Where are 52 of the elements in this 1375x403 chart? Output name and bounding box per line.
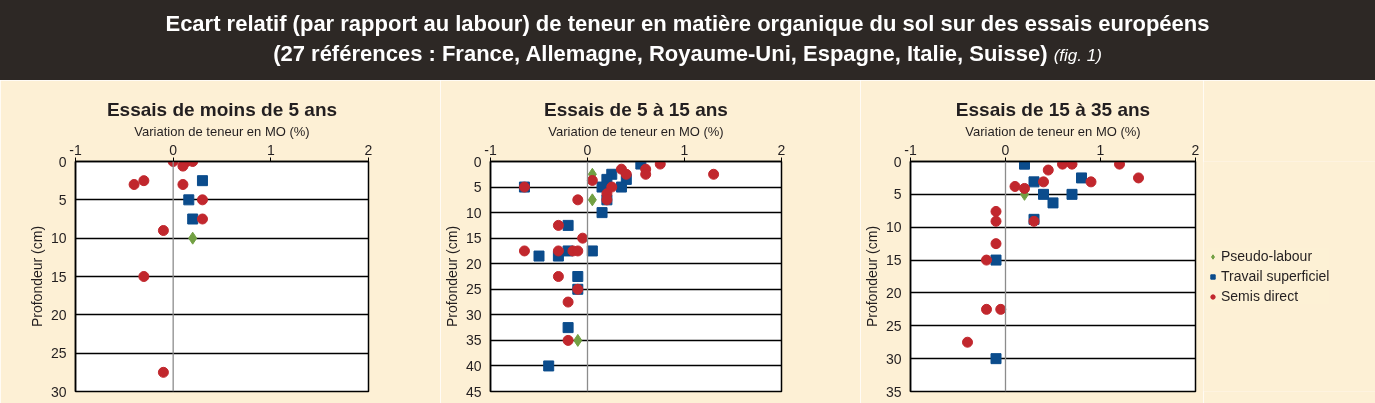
y-tick-label: 5	[893, 186, 902, 203]
x-tick-label: 1	[1096, 141, 1105, 158]
y-tick-label: 5	[473, 179, 482, 196]
y-tick-label: 40	[465, 357, 482, 374]
y-tick-label: 25	[465, 281, 482, 298]
y-tick-label: 25	[885, 317, 902, 334]
y-tick-label: 15	[885, 252, 902, 269]
legend-label: Pseudo-labour	[1221, 248, 1313, 264]
x-tick-label: 0	[583, 141, 592, 158]
y-axis-title: Profondeur (cm)	[863, 225, 880, 328]
x-axis-title: Variation de teneur en MO (%)	[548, 123, 724, 139]
x-tick-label: 2	[1191, 141, 1200, 158]
y-tick-label: 0	[58, 153, 67, 170]
chart-title: Essais de 15 à 35 ans	[955, 98, 1151, 120]
x-tick-label: 1	[680, 141, 689, 158]
text: Ecart relatif (par rapport au labour) de teneur en matière organique du sol sur des essais européens	[165, 11, 1210, 36]
legend-label: Travail superficiel	[1221, 268, 1330, 284]
x-tick-label: 2	[777, 141, 786, 158]
y-tick-label: 20	[465, 255, 482, 272]
y-tick-label: 10	[50, 230, 67, 247]
x-axis-title: Variation de teneur en MO (%)	[965, 123, 1141, 139]
x-tick-label: 2	[364, 141, 373, 158]
y-tick-label: 10	[885, 219, 902, 236]
x-tick-label: 0	[1001, 141, 1010, 158]
y-tick-label: 30	[50, 383, 67, 400]
y-tick-label: 20	[885, 284, 902, 301]
y-tick-label: 0	[473, 153, 482, 170]
y-tick-label: 10	[465, 204, 482, 221]
x-tick-label: -1	[484, 141, 497, 158]
y-axis-title: Profondeur (cm)	[443, 225, 460, 328]
x-tick-label: -1	[904, 141, 917, 158]
legend-label: Semis direct	[1221, 288, 1299, 304]
y-tick-label: 0	[893, 153, 902, 170]
y-tick-label: 25	[50, 345, 67, 362]
y-tick-label: 45	[465, 383, 482, 400]
y-tick-label: 35	[465, 332, 482, 349]
y-tick-label: 35	[885, 383, 902, 400]
x-tick-label: 0	[169, 141, 178, 158]
y-tick-label: 15	[50, 268, 67, 285]
chart-title: Essais de 5 à 15 ans	[544, 98, 728, 120]
x-tick-label: -1	[69, 141, 82, 158]
x-tick-label: 1	[266, 141, 275, 158]
text: (27 références : France, Allemagne, Royaume-Uni, Espagne, Italie, Suisse)	[273, 41, 1048, 66]
text: (fig. 1)	[1053, 46, 1102, 65]
chart-title: Essais de moins de 5 ans	[106, 98, 338, 120]
y-tick-label: 30	[465, 306, 482, 323]
y-axis-title: Profondeur (cm)	[28, 225, 45, 328]
y-tick-label: 20	[50, 306, 67, 323]
y-tick-label: 30	[885, 350, 902, 367]
y-tick-label: 15	[465, 230, 482, 247]
y-tick-label: 5	[58, 191, 67, 208]
x-axis-title: Variation de teneur en MO (%)	[134, 123, 310, 139]
